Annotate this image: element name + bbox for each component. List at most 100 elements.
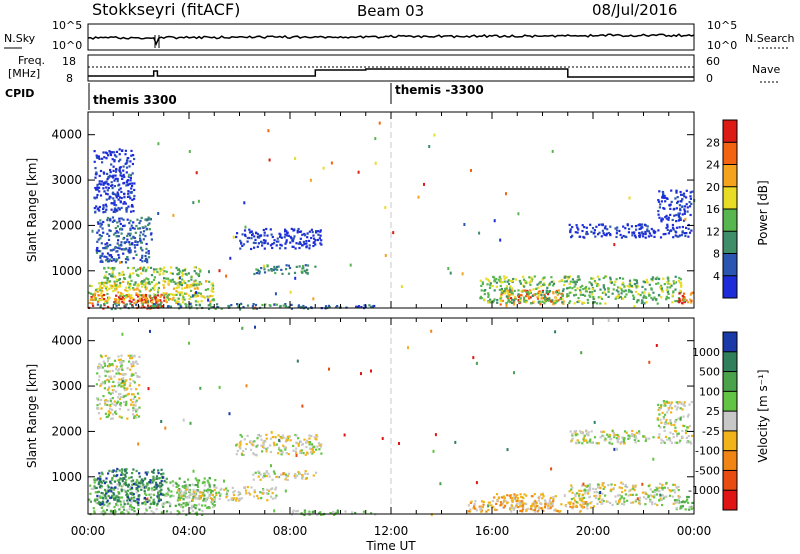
power-cell xyxy=(491,301,495,304)
power-cell xyxy=(511,298,514,301)
power-cell xyxy=(273,265,276,268)
velocity-cell xyxy=(635,431,638,434)
power-cell xyxy=(142,295,145,298)
velocity-cell xyxy=(520,495,523,499)
power-cell xyxy=(659,203,662,206)
velocity-cell xyxy=(616,441,619,444)
power-cell xyxy=(135,288,138,291)
power-cell xyxy=(611,292,614,295)
velocity-cell xyxy=(658,433,661,436)
power-cell xyxy=(679,207,682,210)
velocity-cell xyxy=(120,378,123,381)
power-cell xyxy=(591,290,594,294)
velocity-cell xyxy=(299,440,302,443)
velocity-cell xyxy=(653,489,657,492)
power-cell xyxy=(319,230,322,233)
power-sparse-cell xyxy=(188,150,191,153)
velocity-cell xyxy=(511,500,514,503)
velocity-cell xyxy=(546,502,549,505)
velocity-cell xyxy=(97,378,101,382)
velocity-cell xyxy=(665,481,668,485)
power-cell xyxy=(681,295,684,298)
velocity-cell xyxy=(130,501,133,504)
power-cell xyxy=(113,154,117,157)
velocity-sparse-cell xyxy=(270,430,273,434)
velocity-cell xyxy=(123,386,126,390)
power-cell xyxy=(312,234,315,237)
power-cell xyxy=(319,234,322,237)
velocity-cell xyxy=(121,484,124,487)
velocity-cell xyxy=(206,491,209,494)
power-cell xyxy=(495,281,498,284)
time-tick-label: 00:00 xyxy=(677,524,712,538)
power-cell xyxy=(592,277,595,280)
power-cell xyxy=(106,305,110,309)
velocity-cell xyxy=(125,492,129,495)
power-cell xyxy=(112,268,115,271)
velocity-sparse-cell xyxy=(164,426,167,430)
power-cell xyxy=(576,279,579,282)
power-cell xyxy=(639,294,642,297)
velocity-sparse-cell xyxy=(407,346,409,350)
power-cell xyxy=(103,276,106,279)
velocity-cell xyxy=(94,491,97,494)
power-cell xyxy=(128,234,132,237)
power-cell xyxy=(152,270,156,274)
power-cell xyxy=(285,268,288,271)
power-cell xyxy=(656,276,659,279)
power-cell xyxy=(128,165,131,168)
power-cell xyxy=(100,259,103,262)
power-cell xyxy=(141,285,144,288)
power-cell xyxy=(159,302,163,305)
power-cell xyxy=(198,281,201,284)
velocity-cell xyxy=(114,404,117,407)
power-sparse-cell xyxy=(262,264,265,268)
power-cell xyxy=(97,238,100,241)
velocity-cell xyxy=(153,485,156,489)
power-sparse-cell xyxy=(267,129,270,133)
power-sparse-cell xyxy=(613,243,616,247)
power-cell xyxy=(541,278,544,281)
velocity-sparse-cell xyxy=(550,467,553,471)
velocity-cell xyxy=(670,411,673,414)
power-cell xyxy=(102,211,105,214)
power-cell xyxy=(147,278,150,281)
power-sparse-cell xyxy=(417,195,420,199)
power-cell xyxy=(298,265,301,268)
velocity-cell xyxy=(610,488,613,491)
power-cell xyxy=(566,287,569,290)
velocity-cell xyxy=(631,429,634,433)
velocity-cell xyxy=(148,493,151,496)
velocity-cell xyxy=(581,484,584,487)
velocity-cell xyxy=(110,496,113,499)
power-cell xyxy=(133,197,136,200)
power-cell xyxy=(679,190,682,194)
power-cell xyxy=(550,276,553,279)
power-cell xyxy=(638,231,641,235)
power-cell xyxy=(159,303,162,306)
velocity-cell xyxy=(284,478,287,481)
velocity-cell xyxy=(677,485,680,489)
velocity-cell xyxy=(132,409,135,412)
velocity-cell xyxy=(138,475,141,478)
velocity-sparse-cell xyxy=(513,371,515,375)
velocity-cell xyxy=(647,485,650,488)
power-cell xyxy=(114,289,117,292)
power-cell xyxy=(554,301,557,304)
nave-tick-low: 0 xyxy=(706,72,713,85)
power-cell xyxy=(675,231,678,234)
velocity-cell xyxy=(285,452,288,455)
power-cell xyxy=(305,240,308,243)
velocity-cell xyxy=(103,493,106,496)
power-cell xyxy=(659,236,663,239)
power-cell xyxy=(139,290,142,293)
velocity-cell xyxy=(111,487,114,490)
velocity-cell xyxy=(537,499,540,502)
power-cell xyxy=(171,272,174,275)
power-sparse-cell xyxy=(551,149,554,153)
velocity-cell xyxy=(549,506,552,509)
power-cell xyxy=(501,281,504,284)
power-cell xyxy=(112,210,115,213)
power-cell xyxy=(194,293,197,297)
